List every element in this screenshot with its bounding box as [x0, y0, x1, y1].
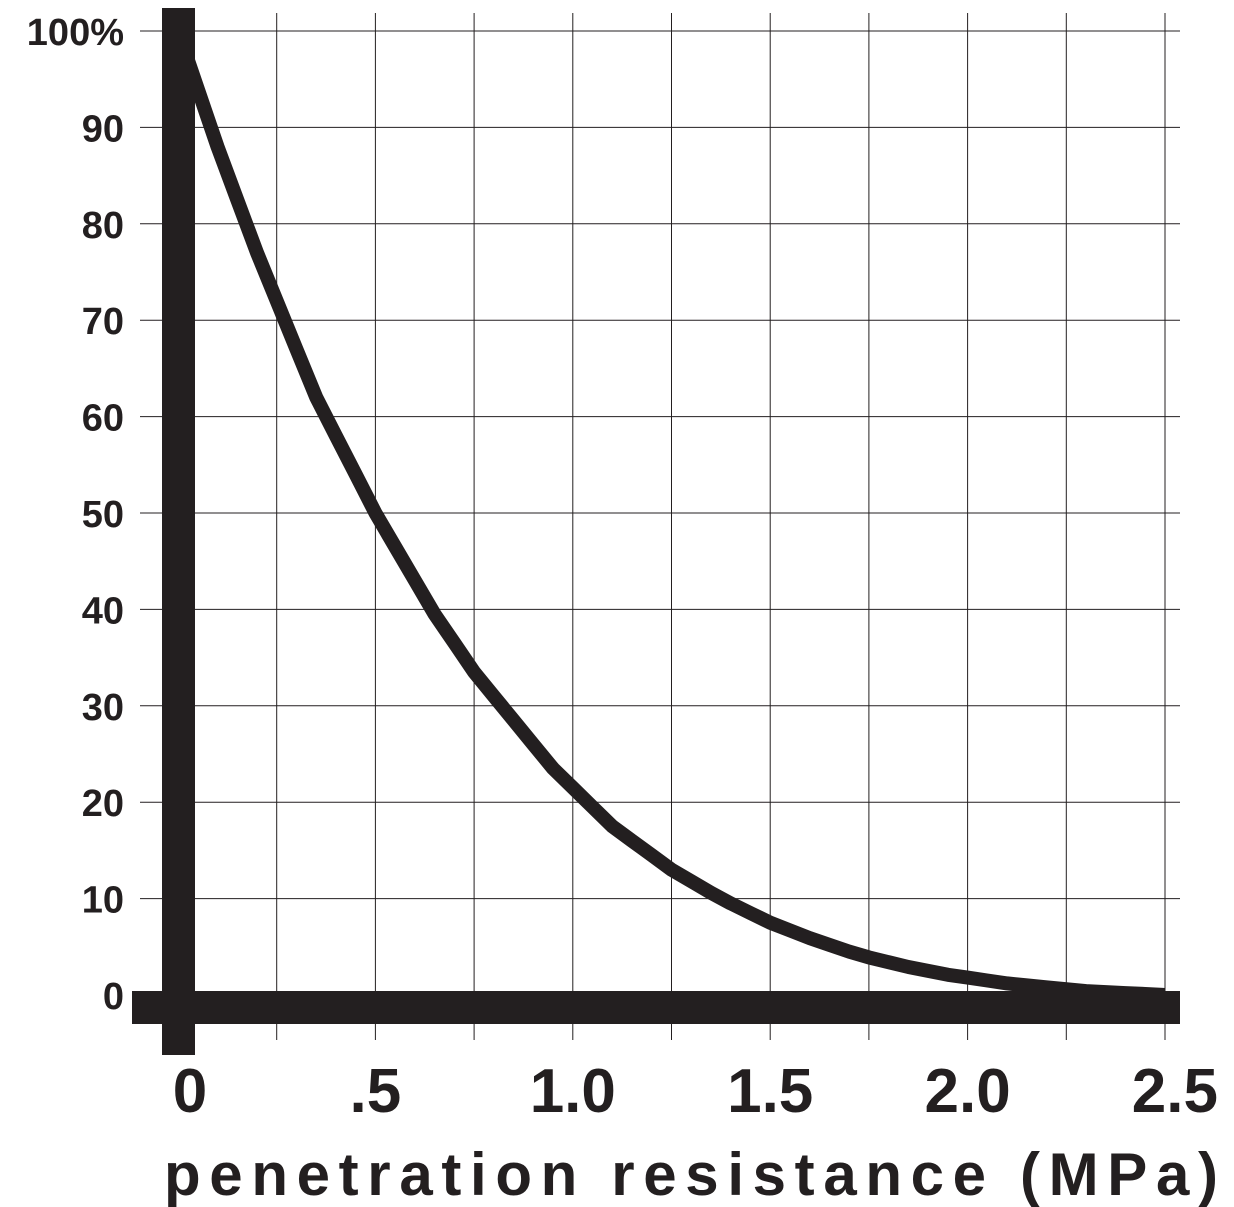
x-tick-label: 2.0	[924, 1057, 1010, 1126]
x-tick-label: 1.0	[530, 1057, 616, 1126]
x-tick-label: .5	[350, 1057, 402, 1126]
x-tick-label: 1.5	[727, 1057, 813, 1126]
y-tick-label: 90	[82, 108, 124, 150]
y-tick-label: 0	[103, 976, 124, 1018]
x-axis-line	[132, 991, 1180, 1024]
y-tick-label: 60	[82, 398, 124, 440]
x-axis-label: penetration resistance (MPa)	[164, 1141, 1218, 1207]
y-tick-label: 50	[82, 494, 124, 536]
y-axis-line	[162, 8, 195, 1055]
y-tick-label: 20	[82, 783, 124, 825]
y-tick-label: 40	[82, 590, 124, 632]
x-tick-labels: 0 .5 1.0 1.5 2.0 2.5	[173, 1057, 1218, 1126]
y-tick-label: 100%	[27, 12, 124, 54]
x-tick-label: 2.5	[1132, 1057, 1218, 1126]
y-tick-label: 70	[82, 301, 124, 343]
series-line-0	[171, 28, 1166, 1002]
chart-axes	[132, 8, 1180, 1055]
y-tick-label: 80	[82, 205, 124, 247]
x-tick-label: 0	[173, 1057, 207, 1126]
y-tick-labels: 100% 90 80 70 60 50 40 30 20 10 0	[27, 12, 124, 1018]
chart-grid	[140, 13, 1180, 1040]
chart-series	[171, 28, 1166, 1002]
y-tick-label: 30	[82, 687, 124, 729]
y-tick-label: 10	[82, 880, 124, 922]
